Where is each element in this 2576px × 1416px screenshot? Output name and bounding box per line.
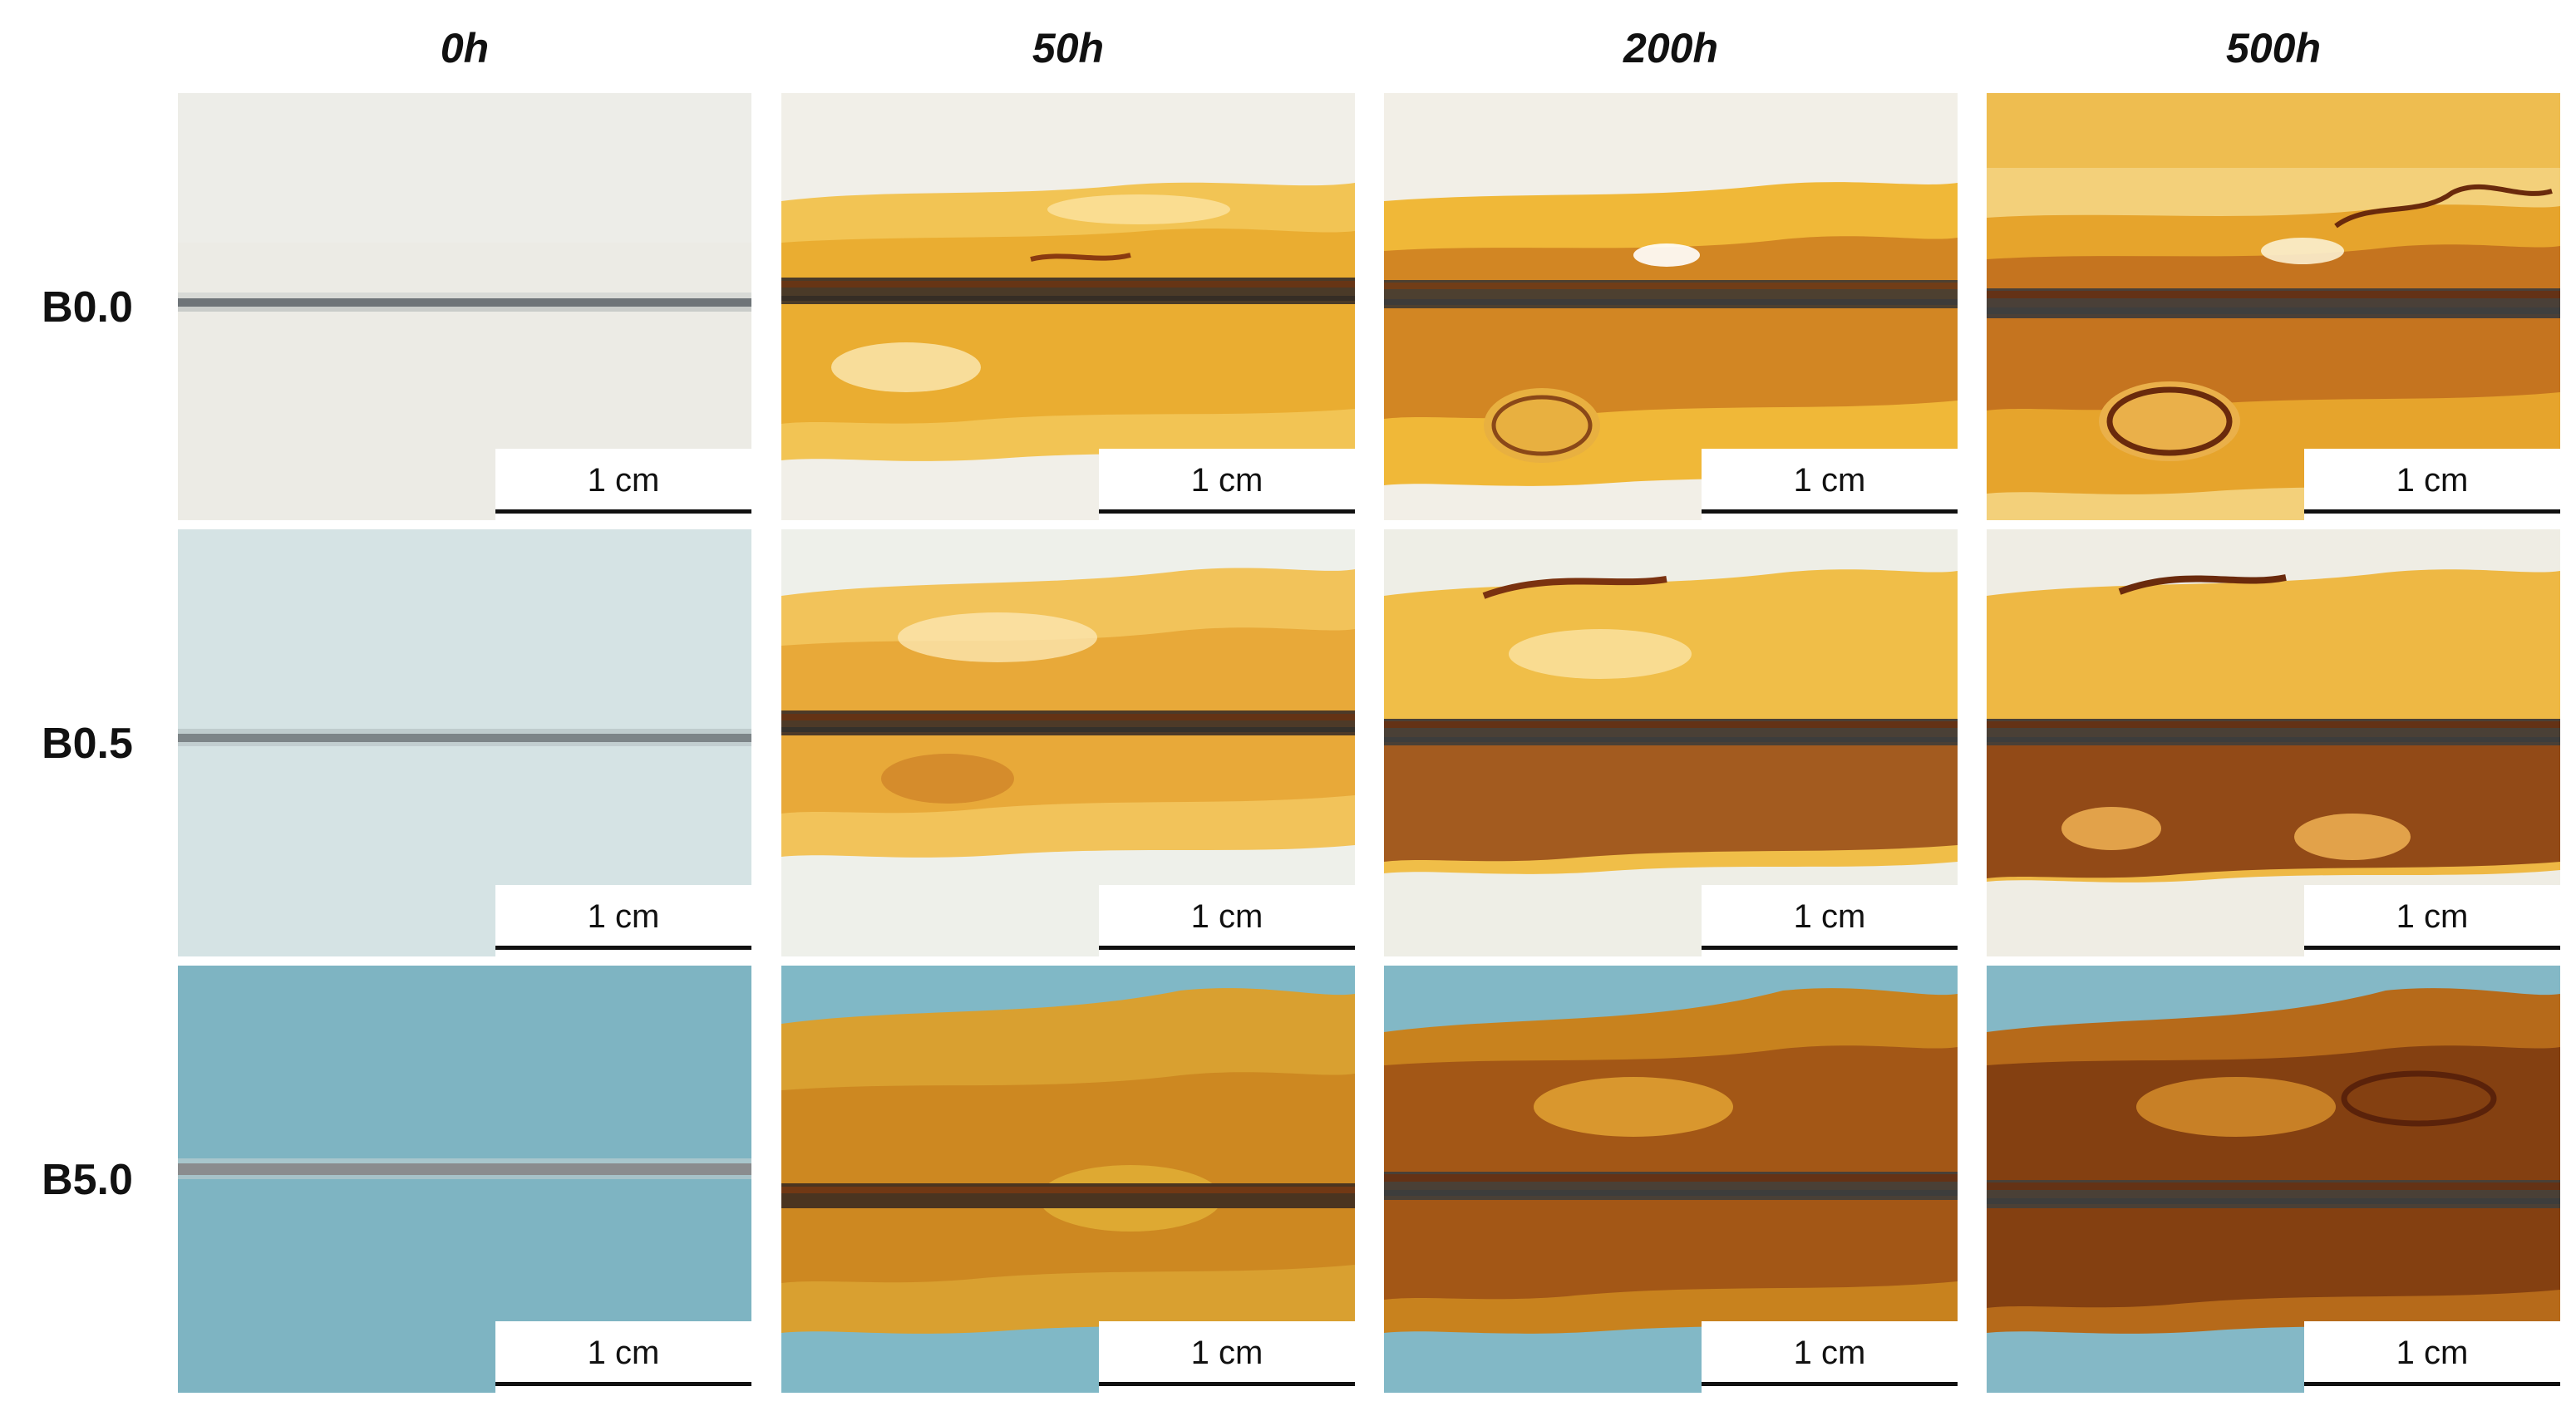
- scale-bar-line: [2304, 1382, 2560, 1386]
- photo-b5-0-0h: 1 cm: [178, 966, 751, 1393]
- scale-bar-label: 1 cm: [2396, 898, 2469, 935]
- scale-bar: 1 cm: [2304, 449, 2560, 520]
- scale-bar-line: [495, 946, 751, 950]
- scale-bar-label: 1 cm: [1190, 898, 1263, 935]
- scale-bar: 1 cm: [2304, 1321, 2560, 1393]
- row-header-b0-0: B0.0: [42, 283, 133, 332]
- column-header-500h: 500h: [2226, 25, 2321, 71]
- scale-bar-label: 1 cm: [1793, 1335, 1866, 1371]
- scale-bar-line: [1099, 509, 1355, 514]
- scale-bar-label: 1 cm: [587, 1335, 660, 1371]
- photo-b5-0-50h: 1 cm: [781, 966, 1355, 1393]
- scale-bar-line: [1702, 509, 1958, 514]
- scale-bar-label: 1 cm: [1190, 462, 1263, 499]
- scale-bar: 1 cm: [2304, 885, 2560, 956]
- scale-bar: 1 cm: [1099, 449, 1355, 520]
- photo-b0-0-500h: 1 cm: [1987, 93, 2560, 520]
- scale-bar: 1 cm: [495, 1321, 751, 1393]
- column-header-200h: 200h: [1623, 25, 1718, 71]
- photo-b0-0-0h: 1 cm: [178, 93, 751, 520]
- scale-bar-line: [2304, 946, 2560, 950]
- scale-bar-label: 1 cm: [2396, 462, 2469, 499]
- scale-bar: 1 cm: [495, 449, 751, 520]
- scale-bar-label: 1 cm: [1793, 462, 1866, 499]
- photo-b0-5-0h: 1 cm: [178, 529, 751, 956]
- scale-bar-label: 1 cm: [1793, 898, 1866, 935]
- row-header-b5-0: B5.0: [42, 1156, 133, 1204]
- scale-bar-line: [1099, 946, 1355, 950]
- scale-bar-line: [1702, 946, 1958, 950]
- column-header-50h: 50h: [1032, 25, 1105, 71]
- photo-b0-0-200h: 1 cm: [1384, 93, 1958, 520]
- photo-b0-5-500h: 1 cm: [1987, 529, 2560, 956]
- photo-b0-0-50h: 1 cm: [781, 93, 1355, 520]
- scale-bar: 1 cm: [1099, 885, 1355, 956]
- column-header-0h: 0h: [440, 25, 490, 71]
- row-header-b0-5: B0.5: [42, 720, 133, 768]
- photo-b5-0-200h: 1 cm: [1384, 966, 1958, 1393]
- scale-bar: 1 cm: [1702, 885, 1958, 956]
- scale-bar-line: [2304, 509, 2560, 514]
- photo-b5-0-500h: 1 cm: [1987, 966, 2560, 1393]
- scale-bar: 1 cm: [1099, 1321, 1355, 1393]
- scale-bar: 1 cm: [1702, 1321, 1958, 1393]
- scale-bar-label: 1 cm: [587, 462, 660, 499]
- scale-bar-label: 1 cm: [1190, 1335, 1263, 1371]
- scale-bar: 1 cm: [495, 885, 751, 956]
- scale-bar-line: [495, 509, 751, 514]
- photo-b0-5-200h: 1 cm: [1384, 529, 1958, 956]
- scale-bar-label: 1 cm: [2396, 1335, 2469, 1371]
- scale-bar-line: [495, 1382, 751, 1386]
- photo-b0-5-50h: 1 cm: [781, 529, 1355, 956]
- scale-bar: 1 cm: [1702, 449, 1958, 520]
- scale-bar-line: [1099, 1382, 1355, 1386]
- scale-bar-label: 1 cm: [587, 898, 660, 935]
- scale-bar-line: [1702, 1382, 1958, 1386]
